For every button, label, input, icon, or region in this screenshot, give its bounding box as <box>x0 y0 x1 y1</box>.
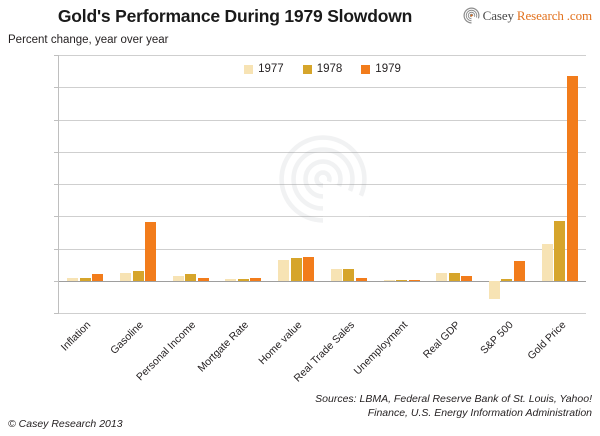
y-axis-tick <box>54 216 59 218</box>
logo-word-research: Research <box>516 8 564 23</box>
y-axis-tick <box>54 119 59 121</box>
axis-note: Percent change, year over year <box>8 34 169 46</box>
bar-1979[interactable] <box>513 261 525 281</box>
x-axis-tick-label: Inflation <box>58 319 93 354</box>
logo-word-dotcom: .com <box>566 8 592 23</box>
sources-note: Sources: LBMA, Federal Reserve Bank of S… <box>292 392 592 420</box>
bar-1978[interactable] <box>554 221 566 281</box>
bar-1978[interactable] <box>501 279 513 281</box>
bar-group <box>59 55 112 313</box>
bar-1977[interactable] <box>225 279 237 281</box>
bar-1978[interactable] <box>448 272 460 281</box>
bar-1978[interactable] <box>290 258 302 281</box>
bar-1978[interactable] <box>79 277 91 281</box>
y-axis-tick <box>54 151 59 153</box>
gridline <box>59 87 586 89</box>
bar-1977[interactable] <box>488 280 500 300</box>
bar-group <box>217 55 270 313</box>
gridline <box>59 313 586 314</box>
bar-groups <box>59 55 586 313</box>
bar-group <box>270 55 323 313</box>
bar-1979[interactable] <box>566 75 578 281</box>
bar-1978[interactable] <box>237 279 249 281</box>
gridline <box>59 119 586 121</box>
bar-1977[interactable] <box>330 269 342 281</box>
bar-group <box>428 55 481 313</box>
bar-1977[interactable] <box>383 280 395 282</box>
x-axis-tick-label: Real GDP <box>420 319 463 361</box>
bar-1978[interactable] <box>132 271 144 281</box>
bar-group <box>481 55 534 313</box>
y-axis-tick <box>54 55 59 56</box>
x-axis-tick-label: Gold Price <box>524 319 569 363</box>
bar-1979[interactable] <box>408 280 420 282</box>
bar-1979[interactable] <box>461 276 473 281</box>
x-axis-tick-label: S&P 500 <box>477 319 516 357</box>
bar-1979[interactable] <box>197 278 209 281</box>
chart-plot-region: 140%120%100%80%60%40%20%0%-20% 197719781… <box>54 55 586 314</box>
gridline <box>59 248 586 250</box>
y-axis-tick <box>54 184 59 185</box>
bar-1978[interactable] <box>343 269 355 281</box>
bar-1979[interactable] <box>355 277 367 281</box>
chart-header: Gold's Performance During 1979 Slowdown … <box>0 0 600 34</box>
sources-line-1: Sources: LBMA, Federal Reserve Bank of S… <box>315 393 592 405</box>
chart-title: Gold's Performance During 1979 Slowdown <box>57 6 413 26</box>
bar-1977[interactable] <box>172 275 184 281</box>
bar-group <box>375 55 428 313</box>
bar-1979[interactable] <box>145 221 157 281</box>
x-axis-tick-label: Home value <box>255 319 305 368</box>
copyright-note: © Casey Research 2013 <box>8 418 123 430</box>
y-axis-tick <box>54 313 59 314</box>
bar-group <box>533 55 586 313</box>
casey-research-logo[interactable]: Casey Research .com <box>463 7 592 24</box>
x-axis-tick-label: Mortgate Rate <box>195 319 252 375</box>
sources-line-2: Finance, U.S. Energy Information Adminis… <box>367 407 592 419</box>
gridline <box>59 280 586 282</box>
bar-1977[interactable] <box>541 244 553 281</box>
gridline <box>59 184 586 185</box>
y-axis-tick <box>54 87 59 89</box>
bar-1977[interactable] <box>278 259 290 281</box>
y-axis-tick <box>54 280 59 282</box>
logo-word-casey: Casey <box>482 8 514 23</box>
bar-1979[interactable] <box>250 277 262 281</box>
x-axis-tick-label: Unemployment <box>351 319 410 378</box>
bar-1977[interactable] <box>67 278 79 281</box>
y-axis-tick <box>54 248 59 250</box>
x-axis-tick-label: Gasoline <box>107 319 146 357</box>
bar-group <box>164 55 217 313</box>
bar-1977[interactable] <box>436 273 448 281</box>
gridline <box>59 216 586 218</box>
bar-1977[interactable] <box>120 272 132 281</box>
bar-1979[interactable] <box>92 274 104 281</box>
spiral-target-icon <box>463 7 480 24</box>
plot-area: 140%120%100%80%60%40%20%0%-20% 197719781… <box>54 55 586 314</box>
gridline <box>59 55 586 56</box>
gridline <box>59 151 586 153</box>
bar-1978[interactable] <box>396 280 408 282</box>
bar-1979[interactable] <box>303 256 315 281</box>
bar-1978[interactable] <box>185 274 197 281</box>
bar-group <box>112 55 165 313</box>
bar-group <box>323 55 376 313</box>
